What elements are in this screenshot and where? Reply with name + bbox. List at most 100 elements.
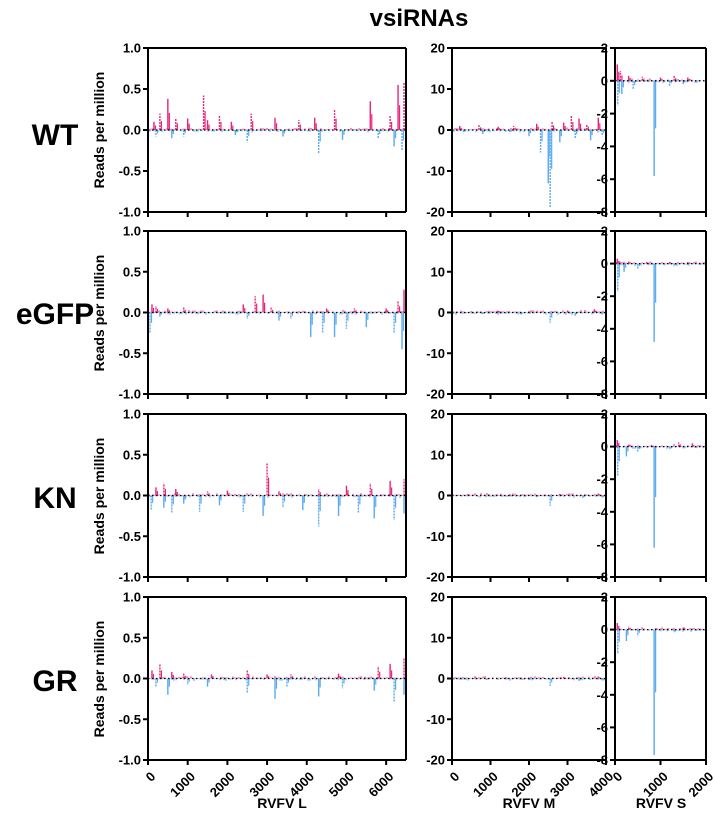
y-tick-label: 2 [601,407,608,422]
panel-rvfv-s-egfp: 2 0 -2 -4 -6 -8 [596,224,707,402]
y-tick-label: -0.5 [119,346,141,361]
y-tick-label: -10 [426,346,445,361]
y-tick-label: 10 [431,264,445,279]
y-tick-label: 10 [431,82,445,97]
x-tick-label: 1000 [167,769,198,800]
y-tick-label: 0.5 [123,264,141,279]
y-tick-label: 0 [601,439,608,454]
y-tick-label: 0.5 [123,82,141,97]
y-tick-label: 1.0 [123,41,141,56]
y-tick-label: -4 [596,504,608,519]
y-tick-label: 0 [601,622,608,637]
x-axis-label-rvfv-l: RVFV L [257,795,307,811]
panel-rvfv-s-gr: 20-2-4-6-80 1000 2000 [596,590,714,800]
y-tick-label: -6 [596,537,608,552]
y-tick-label: 1.0 [123,590,141,605]
panel-rvfv-s-kn: 2 0 -2 -4 -6 -8 [596,407,707,585]
y-tick-label: 20 [431,224,445,239]
y-tick-label: -0.5 [119,164,141,179]
y-axis-label-gr: Reads per million [91,621,107,738]
y-tick-label: -8 [596,570,608,585]
x-tick-label: 6000 [365,769,396,800]
y-tick-label: -20 [426,387,445,402]
y-tick-label: 20 [431,407,445,422]
y-tick-label: -0.5 [119,529,141,544]
y-tick-label: 0 [438,305,445,320]
panel-rvfv-s-wt: 2 0 -2 -4 -6 -8 [596,41,707,220]
y-axis-label-egfp: Reads per million [91,255,107,372]
y-tick-label: 0 [438,488,445,503]
row-label-kn: KN [33,482,76,515]
y-tick-label: -6 [596,172,608,187]
x-axis-label-rvfv-m: RVFV M [503,795,556,811]
y-tick-label: 2 [601,590,608,605]
y-tick-label: 0.5 [123,630,141,645]
y-tick-label: -6 [596,354,608,369]
panel-rvfv-l-kn: 1.0 0.5 0.0 -0.5 -1.0 [119,407,407,585]
x-axis-labels: RVFV L RVFV M RVFV S [257,795,686,811]
row-label-egfp: eGFP [16,298,94,331]
y-tick-label: 20 [431,41,445,56]
y-tick-label: 20 [431,590,445,605]
y-tick-label: 0.0 [123,488,141,503]
y-tick-label: -10 [426,712,445,727]
y-tick-label: -2 [596,289,608,304]
y-tick-label: -10 [426,164,445,179]
y-tick-label: -2 [596,106,608,121]
y-tick-label: -8 [596,753,608,768]
panel-rvfv-l-wt: 1.0 0.5 0.0 -0.5 -1.0 [119,41,407,220]
x-tick-label: 2000 [685,769,714,800]
y-tick-label: -4 [596,139,608,154]
y-tick-label: 0.0 [123,671,141,686]
y-tick-label: -20 [426,570,445,585]
y-tick-label: 10 [431,447,445,462]
y-axis-label-wt: Reads per million [91,72,107,189]
y-tick-label: -6 [596,720,608,735]
x-tick-label: 0 [447,769,463,785]
y-axis-label-kn: Reads per million [91,438,107,555]
y-tick-label: -8 [596,205,608,220]
y-tick-label: -2 [596,655,608,670]
y-tick-label: -20 [426,205,445,220]
y-tick-label: -20 [426,753,445,768]
y-tick-label: -4 [596,321,608,336]
y-tick-label: 0.0 [123,123,141,138]
y-axis-labels: Reads per million Reads per million Read… [91,72,107,738]
x-tick-label: 1000 [470,769,501,800]
y-tick-label: -2 [596,472,608,487]
chart-panels: 1.0 0.5 0.0 -0.5 -1.0 1.0 0.5 0.0 -0.5 -1.0 1.0 0.5… [119,41,714,800]
y-tick-label: -0.5 [119,712,141,727]
x-tick-label: 5000 [326,769,357,800]
y-tick-label: 0 [601,73,608,88]
figure-title: vsiRNAs [370,5,469,32]
y-tick-label: 1.0 [123,407,141,422]
panel-rvfv-l-egfp: 1.0 0.5 0.0 -0.5 -1.0 [119,224,407,402]
y-tick-label: 2 [601,41,608,56]
y-tick-label: -1.0 [119,387,141,402]
y-tick-label: -8 [596,387,608,402]
x-tick-label: 0 [143,769,159,785]
y-tick-label: 0 [438,671,445,686]
y-tick-label: 0.5 [123,447,141,462]
y-tick-label: 0.0 [123,305,141,320]
y-tick-label: 10 [431,630,445,645]
y-tick-label: 2 [601,224,608,239]
panel-rvfv-l-gr: 1.00.50.0-0.5-1.00 1000 2000 3000 4000 5000 60… [119,590,407,800]
y-tick-label: -1.0 [119,753,141,768]
row-labels: WT eGFP KN GR [16,119,94,698]
x-tick-label: 2000 [207,769,238,800]
y-tick-label: 0 [601,256,608,271]
y-tick-label: -1.0 [119,205,141,220]
y-tick-label: -4 [596,687,608,702]
row-label-wt: WT [32,119,79,152]
x-axis-label-rvfv-s: RVFV S [636,795,686,811]
y-tick-label: -10 [426,529,445,544]
y-tick-label: 0 [438,123,445,138]
y-tick-label: 1.0 [123,224,141,239]
row-label-gr: GR [33,665,78,698]
